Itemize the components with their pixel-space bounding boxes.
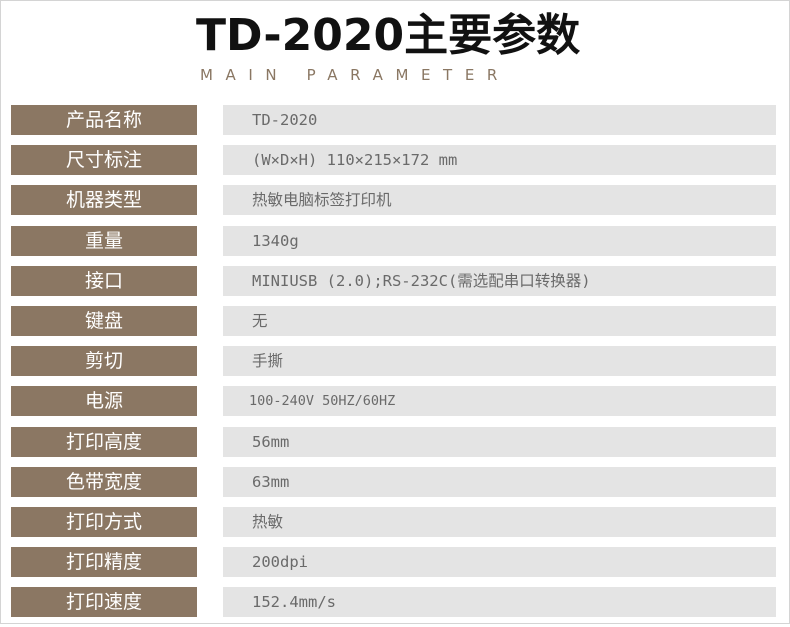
- parameter-table: 产品名称 TD-2020 尺寸标注 (W×D×H) 110×215×172 mm…: [11, 105, 776, 627]
- parameter-value: 100-240V 50HZ/60HZ: [223, 386, 776, 417]
- parameter-row-print-method: 打印方式 热敏: [11, 506, 776, 537]
- parameter-value: 200dpi: [223, 547, 776, 578]
- parameter-label: 电源: [11, 386, 197, 417]
- parameter-row-keyboard: 键盘 无: [11, 305, 776, 336]
- parameter-value: TD-2020: [223, 105, 776, 135]
- parameter-label: 尺寸标注: [11, 145, 197, 176]
- parameter-row-machine-type: 机器类型 热敏电脑标签打印机: [11, 185, 776, 216]
- parameter-label: 重量: [11, 225, 197, 256]
- page-title: TD-2020主要参数: [196, 10, 581, 61]
- parameter-value: 63mm: [223, 466, 776, 497]
- parameter-value: 152.4mm/s: [223, 587, 776, 618]
- parameter-row-power: 电源 100-240V 50HZ/60HZ: [11, 386, 776, 417]
- parameter-value: 1340g: [223, 225, 776, 256]
- parameter-label: 机器类型: [11, 185, 197, 216]
- parameter-value: 热敏电脑标签打印机: [223, 185, 776, 216]
- parameter-row-print-speed: 打印速度 152.4mm/s: [11, 587, 776, 618]
- parameter-row-interface: 接口 MINIUSB (2.0);RS-232C(需选配串口转换器): [11, 265, 776, 296]
- parameter-value: 56mm: [223, 426, 776, 457]
- parameter-row-print-resolution: 打印精度 200dpi: [11, 547, 776, 578]
- parameter-label: 打印精度: [11, 547, 197, 578]
- parameter-value: (W×D×H) 110×215×172 mm: [223, 145, 776, 176]
- parameter-value: 无: [223, 305, 776, 336]
- parameter-label: 剪切: [11, 346, 197, 377]
- parameter-label: 产品名称: [11, 105, 197, 135]
- parameter-row-product-name: 产品名称 TD-2020: [11, 105, 776, 135]
- parameter-value: 手撕: [223, 346, 776, 377]
- parameter-label: 打印方式: [11, 506, 197, 537]
- parameter-row-dimensions: 尺寸标注 (W×D×H) 110×215×172 mm: [11, 145, 776, 176]
- parameter-label: 打印速度: [11, 587, 197, 618]
- parameter-value: 热敏: [223, 506, 776, 537]
- page-subtitle: MAIN PARAMETER: [200, 66, 510, 84]
- parameter-row-ribbon-width: 色带宽度 63mm: [11, 466, 776, 497]
- parameter-row-cutter: 剪切 手撕: [11, 346, 776, 377]
- parameter-label: 接口: [11, 265, 197, 296]
- parameter-row-weight: 重量 1340g: [11, 225, 776, 256]
- parameter-label: 打印高度: [11, 426, 197, 457]
- parameter-label: 色带宽度: [11, 466, 197, 497]
- parameter-label: 键盘: [11, 305, 197, 336]
- parameter-value: MINIUSB (2.0);RS-232C(需选配串口转换器): [223, 265, 776, 296]
- parameter-row-print-height: 打印高度 56mm: [11, 426, 776, 457]
